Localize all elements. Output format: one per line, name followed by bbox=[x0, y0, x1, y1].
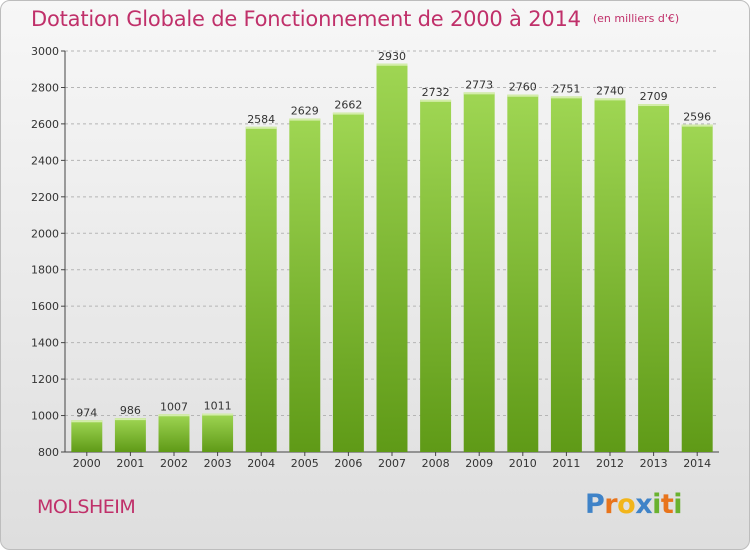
x-tick-label-2007: 2007 bbox=[378, 457, 406, 470]
x-tick-label-2014: 2014 bbox=[683, 457, 711, 470]
bar-2003 bbox=[202, 413, 234, 452]
commune-name: MOLSHEIM bbox=[37, 496, 136, 518]
bar-highlight bbox=[594, 98, 626, 101]
bar-highlight bbox=[332, 112, 364, 115]
bar-highlight bbox=[71, 420, 103, 423]
bar-highlight bbox=[114, 418, 146, 421]
bar-highlight bbox=[681, 124, 713, 127]
logo-letter: o bbox=[617, 489, 636, 520]
y-tick-label: 2200 bbox=[31, 191, 59, 204]
data-label-2010: 2760 bbox=[509, 81, 537, 94]
bar-2011 bbox=[550, 96, 582, 452]
x-tick-label-2002: 2002 bbox=[160, 457, 188, 470]
y-tick-label: 2800 bbox=[31, 81, 59, 94]
bar-highlight bbox=[289, 118, 321, 121]
bar-2001 bbox=[114, 418, 146, 452]
data-label-2002: 1007 bbox=[160, 400, 188, 413]
x-tick-label-2011: 2011 bbox=[552, 457, 580, 470]
bar-highlight bbox=[245, 126, 277, 129]
data-label-2011: 2751 bbox=[552, 82, 580, 95]
y-tick-label: 800 bbox=[38, 446, 59, 459]
data-label-2004: 2584 bbox=[247, 113, 275, 126]
bar-2009 bbox=[463, 92, 495, 452]
x-tick-label-2008: 2008 bbox=[422, 457, 450, 470]
x-tick-label-2001: 2001 bbox=[116, 457, 144, 470]
data-label-2000: 974 bbox=[76, 406, 97, 419]
bar-2010 bbox=[507, 94, 539, 452]
bar-highlight bbox=[638, 104, 670, 107]
y-tick-label: 2600 bbox=[31, 118, 59, 131]
bar-highlight bbox=[463, 92, 495, 95]
x-tick-label-2010: 2010 bbox=[509, 457, 537, 470]
data-label-2012: 2740 bbox=[596, 84, 624, 97]
data-label-2009: 2773 bbox=[465, 78, 493, 91]
y-tick-label: 1800 bbox=[31, 264, 59, 277]
logo-letter: x bbox=[635, 489, 653, 520]
y-tick-label: 1200 bbox=[31, 373, 59, 386]
data-label-2001: 986 bbox=[120, 404, 141, 417]
data-label-2003: 1011 bbox=[204, 400, 232, 413]
bar-2012 bbox=[594, 98, 626, 453]
data-label-2013: 2709 bbox=[640, 90, 668, 103]
bar-2005 bbox=[289, 118, 321, 453]
y-tick-label: 1000 bbox=[31, 410, 59, 423]
bar-highlight bbox=[507, 94, 539, 97]
bar-highlight bbox=[202, 413, 234, 416]
x-tick-label-2005: 2005 bbox=[291, 457, 319, 470]
bar-2002 bbox=[158, 414, 190, 452]
bar-2008 bbox=[420, 99, 452, 452]
bar-highlight bbox=[550, 96, 582, 99]
x-tick-label-2004: 2004 bbox=[247, 457, 275, 470]
logo-letter: P bbox=[585, 489, 605, 520]
data-label-2008: 2732 bbox=[422, 86, 450, 99]
logo-letter: t bbox=[660, 489, 674, 520]
y-tick-label: 1400 bbox=[31, 337, 59, 350]
bar-highlight bbox=[420, 99, 452, 102]
chart-unit: (en milliers d'€) bbox=[592, 12, 680, 25]
x-tick-label-2013: 2013 bbox=[640, 457, 668, 470]
axes: 800 1000 1200 1400 1600 1800 2000 2200 2400 2600 2… bbox=[31, 45, 719, 470]
x-tick-label-2006: 2006 bbox=[334, 457, 362, 470]
bar-2006 bbox=[332, 112, 364, 452]
bar-highlight bbox=[158, 414, 190, 417]
x-tick-label-2009: 2009 bbox=[465, 457, 493, 470]
bar-2013 bbox=[638, 104, 670, 452]
y-tick-label: 2000 bbox=[31, 227, 59, 240]
y-tick-label: 1600 bbox=[31, 300, 59, 313]
x-tick-label-2000: 2000 bbox=[73, 457, 101, 470]
data-labels: 974 986 1007 1011 2584 2629 2662 2930 2732 2773 27… bbox=[76, 50, 711, 420]
x-tick-label-2003: 2003 bbox=[204, 457, 232, 470]
logo-letter: r bbox=[604, 489, 618, 520]
bar-highlight bbox=[376, 63, 408, 66]
proxiti-logo: Proxiti bbox=[585, 489, 683, 520]
bar-2000 bbox=[71, 420, 103, 452]
bars bbox=[71, 63, 713, 453]
chart-title: Dotation Globale de Fonctionnement de 20… bbox=[31, 7, 679, 31]
x-tick-label-2012: 2012 bbox=[596, 457, 624, 470]
y-tick-label: 2400 bbox=[31, 154, 59, 167]
data-label-2007: 2930 bbox=[378, 50, 406, 63]
chart-title-text: Dotation Globale de Fonctionnement de 20… bbox=[31, 7, 581, 31]
logo-letter: i bbox=[652, 489, 661, 520]
bar-2004 bbox=[245, 126, 277, 453]
bar-2014 bbox=[681, 124, 713, 452]
data-label-2014: 2596 bbox=[683, 111, 711, 124]
y-tick-label: 3000 bbox=[31, 45, 59, 58]
data-label-2005: 2629 bbox=[291, 105, 319, 118]
bar-2007 bbox=[376, 63, 408, 452]
data-label-2006: 2662 bbox=[334, 99, 362, 112]
logo-letter: i bbox=[673, 489, 683, 520]
